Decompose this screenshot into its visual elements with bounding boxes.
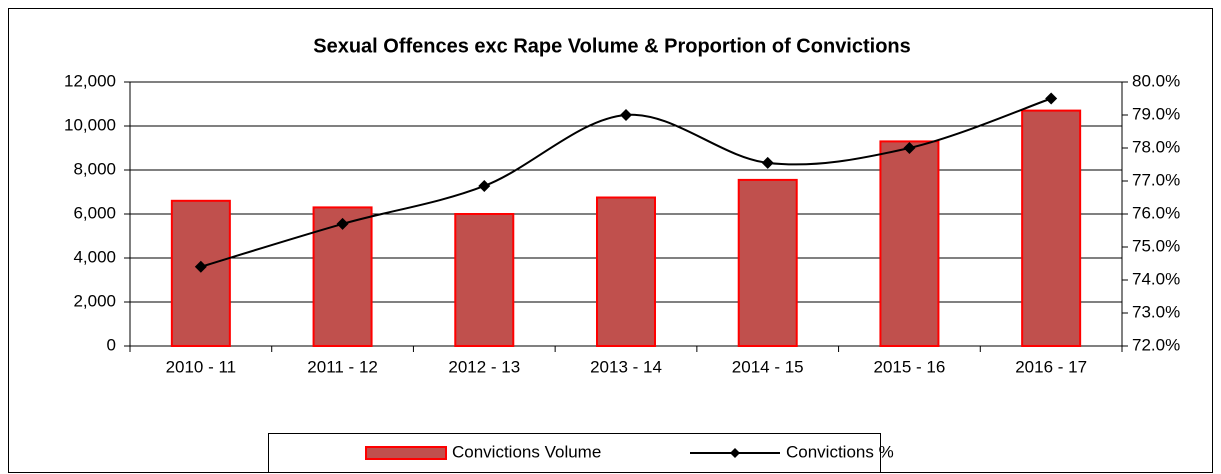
bar: [879, 140, 940, 347]
legend-marker: [730, 448, 740, 458]
marker: [336, 217, 349, 230]
bar: [1021, 109, 1082, 347]
marker: [1045, 92, 1058, 105]
y2-tick-label: 78.0%: [1132, 137, 1180, 156]
marker: [620, 109, 632, 121]
bar: [596, 196, 656, 347]
y-tick-label: 2,000: [73, 291, 116, 310]
y-tick-label: 0: [107, 335, 116, 354]
y2-tick-label: 76.0%: [1132, 203, 1180, 222]
x-tick-label: 2016 - 17: [1015, 357, 1087, 376]
legend-label: Convictions Volume: [452, 442, 601, 461]
marker: [478, 179, 491, 192]
marker: [761, 156, 774, 169]
bar: [170, 199, 231, 347]
x-tick-label: 2012 - 13: [448, 357, 520, 376]
bar: [737, 178, 798, 347]
y2-tick-label: 80.0%: [1132, 71, 1180, 90]
x-tick-label: 2010 - 11: [166, 357, 237, 376]
chart-title: Sexual Offences exc Rape Volume & Propor…: [313, 35, 911, 57]
legend-label: Convictions %: [786, 442, 894, 461]
y2-tick-label: 79.0%: [1132, 104, 1180, 123]
y-tick-label: 12,000: [64, 71, 116, 90]
marker: [194, 260, 207, 273]
y2-tick-label: 72.0%: [1132, 335, 1180, 354]
x-tick-label: 2014 - 15: [732, 357, 804, 376]
y2-tick-label: 73.0%: [1132, 302, 1180, 321]
y-tick-label: 6,000: [73, 203, 116, 222]
y2-tick-label: 77.0%: [1132, 170, 1180, 189]
x-tick-label: 2015 - 16: [874, 357, 946, 376]
marker: [903, 142, 916, 154]
x-tick-label: 2013 - 14: [590, 357, 662, 376]
x-tick-label: 2011 - 12: [307, 357, 378, 376]
y2-tick-label: 75.0%: [1132, 236, 1180, 255]
bar: [454, 213, 515, 347]
y2-tick-label: 74.0%: [1132, 269, 1180, 288]
legend-swatch: [365, 446, 447, 460]
y-tick-label: 8,000: [73, 159, 116, 178]
y-tick-label: 4,000: [73, 247, 116, 266]
y-tick-label: 10,000: [64, 115, 116, 134]
